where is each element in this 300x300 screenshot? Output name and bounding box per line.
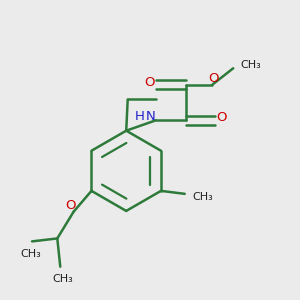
- Text: O: O: [65, 199, 75, 212]
- Text: N: N: [146, 110, 155, 123]
- Text: CH₃: CH₃: [53, 274, 74, 284]
- Text: CH₃: CH₃: [241, 60, 261, 70]
- Text: CH₃: CH₃: [20, 249, 41, 259]
- Text: O: O: [209, 72, 219, 85]
- Text: O: O: [144, 76, 155, 89]
- Text: O: O: [217, 111, 227, 124]
- Text: CH₃: CH₃: [192, 192, 213, 202]
- Text: H: H: [135, 110, 145, 123]
